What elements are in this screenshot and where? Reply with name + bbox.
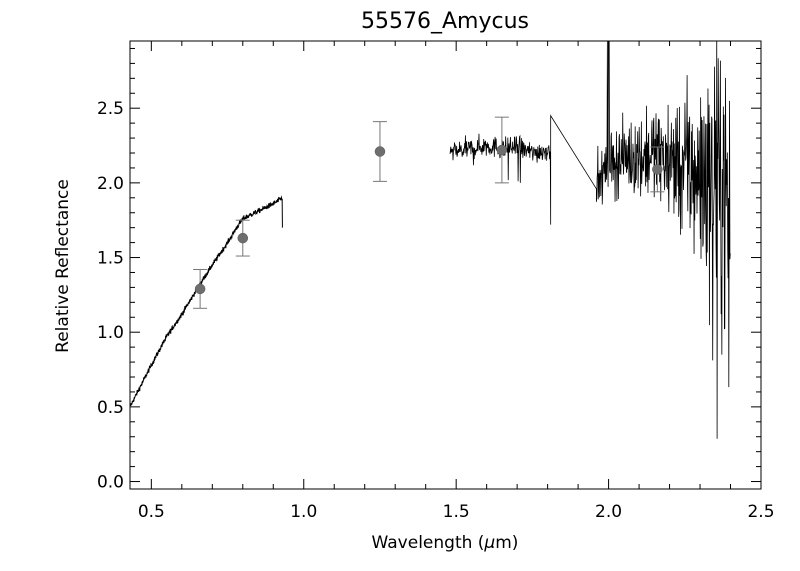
x-axis: 0.5 1.0 1.5 2.0 2.5 <box>138 41 775 522</box>
x-axis-label-prefix: Wavelength ( <box>372 533 485 553</box>
photometry-point-5 <box>650 146 665 193</box>
y-tick-label: 0.5 <box>97 398 124 418</box>
photometry-point-1 <box>193 268 208 309</box>
nir-spectrum-line <box>449 41 731 439</box>
x-tick-label: 2.5 <box>747 502 774 522</box>
y-tick-label: 2.5 <box>97 99 124 119</box>
x-tick-label: 2.0 <box>595 502 622 522</box>
plot-area <box>130 41 731 439</box>
x-axis-label-mu: μ <box>483 533 495 553</box>
y-tick-label: 0.0 <box>97 473 124 493</box>
chart-title: 55576_Amycus <box>361 9 529 34</box>
x-tick-label: 0.5 <box>138 502 165 522</box>
x-tick-label: 1.0 <box>290 502 317 522</box>
x-tick-label: 1.5 <box>443 502 470 522</box>
visible-spectrum-line <box>130 195 283 407</box>
y-axis-label: Relative Reflectance <box>53 179 73 353</box>
photometry-point-3 <box>372 121 387 182</box>
x-axis-label-suffix: m) <box>495 533 518 553</box>
photometry-point-4 <box>494 116 509 184</box>
x-axis-label: Wavelength (μm) <box>372 533 519 553</box>
photometry-point-2 <box>235 219 250 257</box>
y-axis: 0.0 0.5 1.0 1.5 2.0 2.5 <box>97 47 761 493</box>
y-tick-label: 2.0 <box>97 174 124 194</box>
y-tick-label: 1.0 <box>97 323 124 343</box>
y-tick-label: 1.5 <box>97 249 124 269</box>
plot-frame <box>129 40 762 490</box>
